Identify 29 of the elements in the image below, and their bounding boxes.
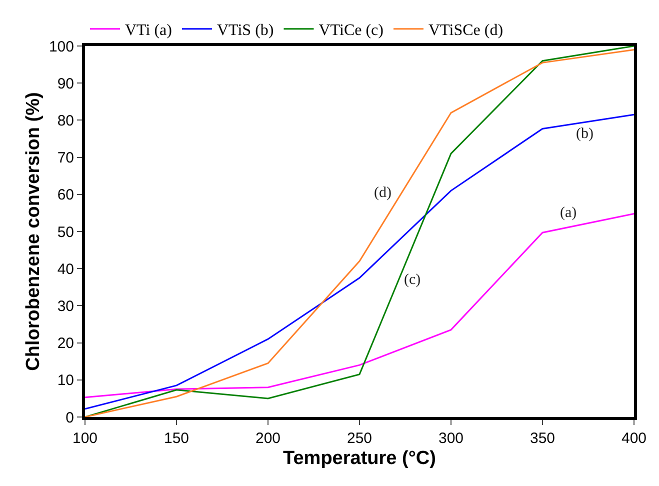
- y-tick-label: 90: [57, 75, 74, 92]
- line-series: [85, 114, 634, 410]
- legend-label: VTiSCe (d): [428, 22, 504, 40]
- y-tick-label: 60: [57, 186, 74, 204]
- x-tick-label: 200: [255, 430, 281, 447]
- legend-label: VTiCe (c): [318, 22, 384, 40]
- y-tick-label: 70: [57, 150, 74, 167]
- x-tick-label: 400: [621, 430, 647, 447]
- x-tick-label: 100: [72, 430, 98, 447]
- y-tick-label: 10: [57, 372, 74, 390]
- y-tick-label: 100: [48, 38, 74, 56]
- y-tick-label: 30: [57, 298, 74, 315]
- y-tick-label: 40: [57, 260, 74, 278]
- y-axis-title: Chlorobenzene conversion (%): [22, 92, 44, 371]
- x-tick-label: 150: [164, 430, 190, 447]
- annotation: (b): [576, 126, 594, 142]
- y-tick-label: 50: [57, 224, 74, 241]
- x-axis-title: Temperature (°C): [283, 448, 436, 469]
- y-tick-label: 20: [57, 335, 74, 352]
- annotation: (c): [404, 272, 421, 288]
- annotation: (d): [374, 185, 392, 201]
- y-tick-label: 80: [57, 112, 74, 130]
- legend-label: VTiS (b): [216, 22, 274, 40]
- x-tick-label: 300: [438, 430, 464, 447]
- legend-label: VTi (a): [125, 22, 172, 40]
- y-tick-label: 0: [66, 409, 74, 426]
- x-tick-label: 350: [530, 430, 556, 447]
- annotation: (a): [560, 205, 577, 221]
- x-tick-label: 250: [346, 430, 372, 447]
